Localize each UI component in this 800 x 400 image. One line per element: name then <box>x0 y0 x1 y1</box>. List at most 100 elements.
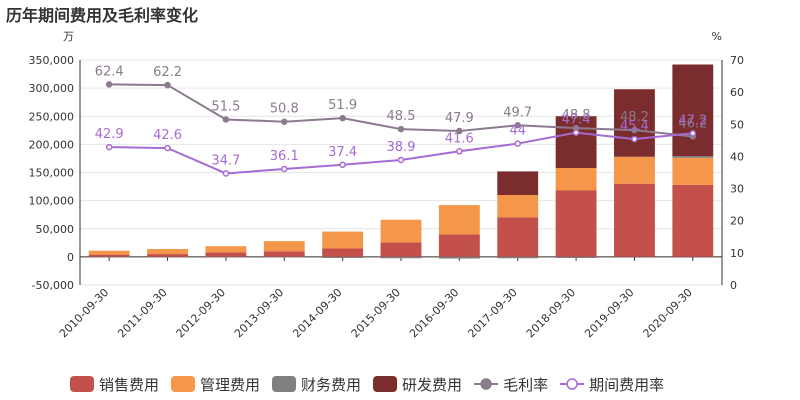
bar <box>205 252 247 257</box>
data-point <box>456 127 463 135</box>
bars <box>88 64 714 259</box>
data-point <box>164 144 171 152</box>
data-point <box>222 116 230 123</box>
x-tick-label: 2010-09-30 <box>57 286 111 340</box>
data-label: 47.4 <box>562 113 591 128</box>
data-point <box>105 81 113 88</box>
x-tick-label: 2019-09-30 <box>582 286 636 340</box>
bar <box>322 256 364 258</box>
bar <box>205 246 247 253</box>
y-left-tick-label: 0 <box>67 251 74 264</box>
data-point <box>281 118 288 125</box>
bar <box>614 89 655 157</box>
y-left-tick-label: 350,000 <box>29 54 75 67</box>
bar <box>88 250 130 255</box>
data-point <box>514 122 521 129</box>
bar <box>672 157 714 185</box>
legend-label: 管理费用 <box>200 376 260 394</box>
bar <box>147 256 188 258</box>
data-label: 51.9 <box>328 98 357 113</box>
data-label: 47.9 <box>445 111 474 126</box>
bar <box>263 241 305 252</box>
y-right-unit: % <box>712 30 722 43</box>
x-tick-label: 2011-09-30 <box>115 286 169 340</box>
x-tick-label: 2014-09-30 <box>290 286 344 340</box>
data-point <box>514 140 521 147</box>
bar <box>555 116 597 168</box>
bar <box>555 256 597 258</box>
y-right-tick-label: 40 <box>730 150 744 163</box>
y-left-tick-label: 150,000 <box>29 167 75 180</box>
bar <box>88 254 130 257</box>
data-label: 42.6 <box>153 128 182 143</box>
chart-title: 历年期间费用及毛利率变化 <box>6 6 199 25</box>
y-right-tick-label: 70 <box>730 54 744 67</box>
legend: 销售费用 管理费用 财务费用 研发费用 毛利率 期间费用率 <box>70 376 664 394</box>
y-left-tick-label: 50,000 <box>36 223 75 236</box>
y-left-tick-label: -50,000 <box>32 279 74 292</box>
legend-label: 财务费用 <box>301 376 361 394</box>
data-label: 38.9 <box>387 140 416 155</box>
y-left-unit: 万 <box>63 30 74 43</box>
data-point <box>456 148 463 155</box>
bar <box>438 234 480 257</box>
x-tick-label: 2016-09-30 <box>407 286 461 340</box>
bar <box>438 256 480 259</box>
bar <box>672 184 714 257</box>
legend-label: 销售费用 <box>99 376 159 394</box>
data-point <box>631 135 638 143</box>
x-tick-label: 2017-09-30 <box>465 286 519 340</box>
y-right-tick-label: 10 <box>730 247 744 260</box>
y-right-tick-label: 20 <box>730 215 744 228</box>
bar <box>205 256 247 258</box>
data-labels: 62.4 62.2 51.5 50.8 51.9 48.5 47.9 49.7 48.8 48.2… <box>95 64 708 168</box>
data-label: 48.2 <box>620 110 649 125</box>
legend-swatch <box>171 376 196 392</box>
data-label: 42.9 <box>95 127 124 142</box>
bar <box>147 254 188 257</box>
data-point <box>397 125 405 133</box>
data-label: 46.2 <box>678 117 707 132</box>
bar <box>555 168 597 191</box>
bar <box>438 205 480 235</box>
data-label: 37.4 <box>328 145 357 160</box>
legend-swatch <box>70 376 94 392</box>
bar <box>555 190 597 257</box>
data-point <box>397 156 405 164</box>
legend-label: 期间费用率 <box>589 376 664 394</box>
lines <box>105 81 697 177</box>
data-point <box>105 143 113 151</box>
data-label: 49.7 <box>503 105 532 120</box>
bar <box>380 242 422 257</box>
data-label: 62.2 <box>153 65 182 80</box>
data-point <box>572 129 580 136</box>
x-tick-label: 2018-09-30 <box>524 286 578 340</box>
y-left-tick-label: 250,000 <box>29 110 75 123</box>
y-right-tick-label: 50 <box>730 118 744 131</box>
bar <box>88 256 130 258</box>
y-left-tick-label: 100,000 <box>29 195 75 208</box>
data-label: 50.8 <box>270 102 299 117</box>
y-left-tick-label: 300,000 <box>29 82 75 95</box>
legend-swatch <box>272 376 297 392</box>
bar <box>497 217 539 257</box>
x-tick-label: 2013-09-30 <box>232 286 286 340</box>
y-right-tick-label: 30 <box>730 183 744 196</box>
data-point <box>339 114 346 122</box>
data-label: 44 <box>509 124 526 139</box>
data-point <box>222 170 230 177</box>
bar <box>614 156 655 184</box>
bar <box>322 248 364 257</box>
legend-swatch <box>373 376 398 392</box>
data-point <box>281 165 288 173</box>
bar <box>380 256 422 259</box>
data-point <box>631 126 638 134</box>
y-left-tick-label: 200,000 <box>29 138 75 151</box>
data-label: 48.5 <box>387 109 416 124</box>
data-label: 34.7 <box>211 153 240 168</box>
y-right-tick-label: 0 <box>730 279 737 292</box>
legend-marker <box>480 378 492 390</box>
bar <box>263 251 305 257</box>
bar <box>147 249 188 255</box>
